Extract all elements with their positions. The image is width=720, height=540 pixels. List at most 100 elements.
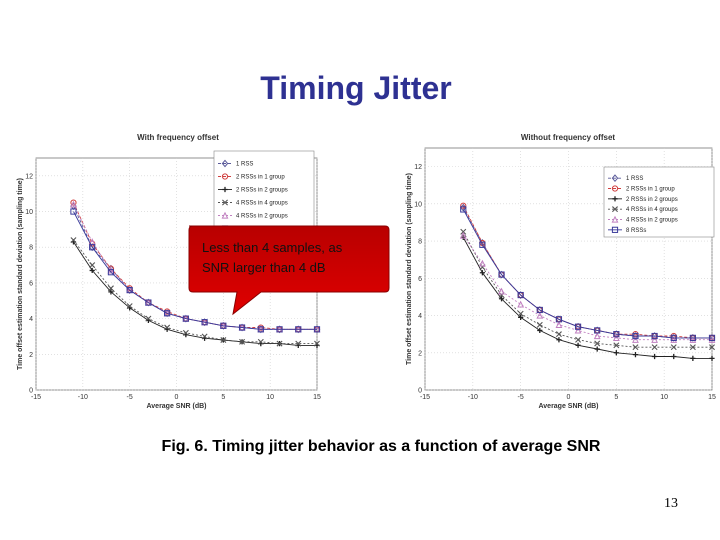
chart-title: With frequency offset xyxy=(137,133,219,142)
data-point xyxy=(257,326,264,333)
x-tick-label: 15 xyxy=(708,394,716,401)
data-point xyxy=(276,340,283,347)
data-point xyxy=(107,285,114,292)
x-tick-label: -15 xyxy=(420,394,430,401)
data-point xyxy=(632,352,639,358)
y-tick-label: 10 xyxy=(25,209,33,216)
y-tick-label: 8 xyxy=(29,245,33,252)
series-line xyxy=(73,239,317,345)
data-point xyxy=(689,334,696,341)
series-6 xyxy=(70,208,321,333)
y-tick-label: 12 xyxy=(414,164,422,171)
legend-marker xyxy=(612,196,618,202)
data-point xyxy=(459,231,467,239)
chart-without-frequency-offset: -15 -10 -5 0 5 10 15 0 2 4 6 8 10 12 Average SNR (dB) T… xyxy=(406,133,716,410)
data-point xyxy=(652,353,658,360)
series-line xyxy=(462,237,712,359)
data-point xyxy=(708,333,716,342)
callout-line-2: SNR larger than 4 dB xyxy=(202,260,326,275)
callout-shape xyxy=(188,225,390,316)
x-tick-label: 15 xyxy=(313,394,321,401)
series-5 xyxy=(459,231,716,343)
legend-label: 4 RSSs in 2 groups xyxy=(626,218,678,224)
data-point xyxy=(632,336,639,343)
x-tick-label: 0 xyxy=(175,394,179,401)
data-point xyxy=(613,330,620,339)
callout-line-1: Less than 4 samples, as xyxy=(202,240,343,255)
data-point xyxy=(314,340,320,347)
y-tick-label: 4 xyxy=(29,316,33,323)
series-3 xyxy=(460,234,715,361)
slide-title: Timing Jitter xyxy=(260,70,452,106)
data-point xyxy=(126,303,133,310)
data-point xyxy=(238,324,246,331)
data-point xyxy=(313,326,321,333)
legend-marker xyxy=(612,206,618,213)
data-point xyxy=(689,333,697,342)
data-point xyxy=(651,332,658,340)
callout-bubble: Less than 4 samples, as SNR larger than … xyxy=(188,225,390,316)
data-point xyxy=(651,344,658,351)
data-point xyxy=(632,332,639,340)
data-point xyxy=(478,259,486,267)
data-point xyxy=(612,334,620,341)
legend-label: 2 RSSs in 2 groups xyxy=(626,197,678,203)
data-point xyxy=(517,291,524,299)
x-tick-label: 10 xyxy=(660,394,668,401)
x-tick-label: -5 xyxy=(127,394,133,401)
legend-marker xyxy=(611,174,619,183)
data-point xyxy=(575,342,581,348)
data-point xyxy=(479,241,486,248)
legend-label: 4 RSSs in 4 groups xyxy=(236,201,288,207)
data-point xyxy=(536,321,543,328)
data-point xyxy=(708,334,716,341)
data-point xyxy=(460,202,467,209)
legend-label: 8 RSSs xyxy=(626,228,646,234)
data-point xyxy=(594,340,601,347)
data-point xyxy=(517,310,524,317)
x-tick-label: -5 xyxy=(518,394,524,401)
legend-marker xyxy=(611,226,619,233)
x-tick-label: 0 xyxy=(567,394,571,401)
data-point xyxy=(182,315,189,322)
data-point xyxy=(460,228,467,235)
data-point xyxy=(201,318,208,327)
data-point xyxy=(220,321,227,330)
y-tick-label: 4 xyxy=(418,313,422,320)
data-point xyxy=(70,200,77,208)
legend-box xyxy=(603,166,715,238)
x-tick-label: -10 xyxy=(468,394,478,401)
data-point xyxy=(517,300,525,308)
y-tick-label: 2 xyxy=(418,350,422,357)
data-point xyxy=(670,344,677,351)
x-tick-label: 5 xyxy=(614,394,618,401)
data-point xyxy=(220,337,227,344)
data-point xyxy=(613,331,620,338)
x-tick-label: -15 xyxy=(31,394,41,401)
data-point xyxy=(556,337,562,343)
data-point xyxy=(537,327,543,334)
data-point xyxy=(671,353,677,360)
data-point xyxy=(70,237,77,244)
legend-label: 1 RSS xyxy=(626,176,643,182)
data-point xyxy=(257,338,264,345)
data-point xyxy=(498,271,505,278)
chart-title: Without frequency offset xyxy=(521,133,615,142)
x-tick-label: 5 xyxy=(221,394,225,401)
legend-marker xyxy=(611,215,619,223)
grid xyxy=(424,148,713,391)
data-point xyxy=(613,342,620,349)
data-point xyxy=(555,331,562,338)
data-point xyxy=(651,336,659,343)
legend-label: 4 RSSs in 4 groups xyxy=(626,207,678,213)
data-point xyxy=(594,346,600,352)
data-point xyxy=(276,326,283,333)
data-point xyxy=(479,270,485,276)
data-point xyxy=(201,333,208,340)
data-point xyxy=(670,333,677,342)
series-4 xyxy=(70,237,320,347)
legend-marker xyxy=(221,159,229,168)
y-tick-label: 10 xyxy=(414,201,422,208)
data-point xyxy=(594,327,601,334)
legend: 1 RSS 2 RSSs in 1 group 2 RSSs in 2 groups… xyxy=(213,150,315,238)
